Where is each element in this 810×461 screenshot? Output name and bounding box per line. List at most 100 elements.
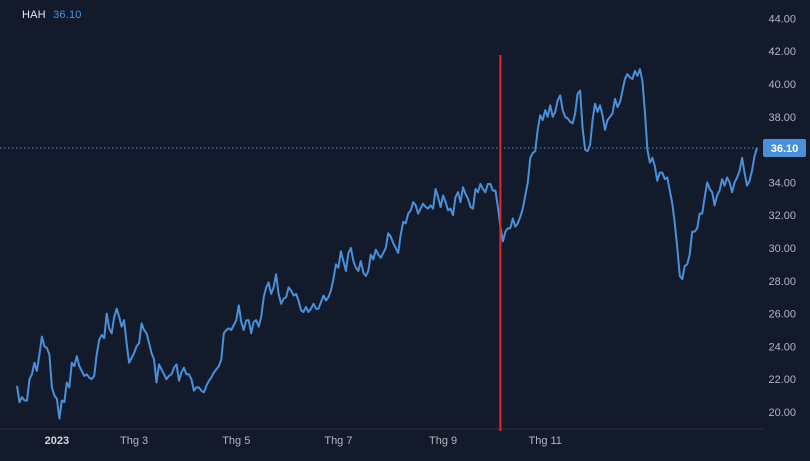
data-point xyxy=(330,290,332,292)
data-point xyxy=(208,380,210,382)
data-point xyxy=(325,300,327,302)
last-value-label: 36.10 xyxy=(53,9,82,21)
data-point xyxy=(225,329,227,331)
data-point xyxy=(659,172,661,174)
data-point xyxy=(243,329,245,331)
data-point xyxy=(472,208,474,210)
x-tick-label: Thg 11 xyxy=(528,435,561,447)
data-point xyxy=(280,303,282,305)
data-point xyxy=(198,386,200,388)
data-point xyxy=(572,122,574,124)
data-point xyxy=(709,188,711,190)
data-point xyxy=(19,401,21,403)
data-point xyxy=(422,203,424,205)
data-point xyxy=(607,119,609,121)
data-point xyxy=(176,363,178,365)
data-point xyxy=(190,378,192,380)
data-point xyxy=(589,144,591,146)
data-point xyxy=(288,286,290,288)
last-price-badge: 36.10 xyxy=(763,138,806,157)
data-point xyxy=(352,260,354,262)
data-point xyxy=(514,226,516,228)
data-point xyxy=(213,372,215,374)
data-point xyxy=(148,342,150,344)
data-point xyxy=(671,203,673,205)
data-point xyxy=(375,249,377,251)
data-point xyxy=(477,191,479,193)
data-point xyxy=(517,222,519,224)
data-point xyxy=(136,345,138,347)
data-point xyxy=(335,263,337,265)
data-point xyxy=(699,213,701,215)
data-point xyxy=(641,80,643,82)
data-point xyxy=(756,147,758,149)
data-point xyxy=(569,121,571,123)
data-point xyxy=(626,73,628,75)
data-point xyxy=(51,386,53,388)
data-point xyxy=(111,332,113,334)
data-point xyxy=(285,296,287,298)
data-point xyxy=(323,295,325,297)
data-point xyxy=(210,377,212,379)
data-point xyxy=(377,254,379,256)
data-point xyxy=(173,367,175,369)
data-point xyxy=(193,390,195,392)
data-point xyxy=(188,373,190,375)
data-point xyxy=(669,190,671,192)
data-point xyxy=(305,306,307,308)
data-point xyxy=(265,286,267,288)
data-point xyxy=(554,111,556,113)
data-point xyxy=(542,119,544,121)
data-point xyxy=(258,326,260,328)
data-point xyxy=(36,370,38,372)
data-point xyxy=(293,295,295,297)
data-point xyxy=(661,172,663,174)
data-point xyxy=(270,293,272,295)
data-point xyxy=(651,157,653,159)
data-point xyxy=(21,396,23,398)
data-point xyxy=(549,104,551,106)
data-point xyxy=(53,395,55,397)
x-tick-label: Thg 5 xyxy=(222,435,250,447)
series-line[interactable] xyxy=(16,68,758,420)
data-point xyxy=(649,162,651,164)
data-point xyxy=(644,111,646,113)
data-point xyxy=(741,157,743,159)
data-point xyxy=(76,355,78,357)
data-point xyxy=(360,260,362,262)
data-point xyxy=(559,95,561,97)
data-point xyxy=(98,339,100,341)
data-point xyxy=(215,368,217,370)
data-point xyxy=(103,337,105,339)
data-point xyxy=(417,213,419,215)
data-point xyxy=(245,319,247,321)
data-point xyxy=(240,321,242,323)
y-tick-label: 44.00 xyxy=(768,13,796,25)
data-point xyxy=(507,227,509,229)
data-point xyxy=(484,191,486,193)
data-point xyxy=(579,90,581,92)
data-point xyxy=(467,198,469,200)
symbol-header: HAH 36.10 xyxy=(22,9,82,21)
data-point xyxy=(427,208,429,210)
data-point xyxy=(734,181,736,183)
data-point xyxy=(218,365,220,367)
data-point xyxy=(432,208,434,210)
data-point xyxy=(470,206,472,208)
data-point xyxy=(275,273,277,275)
data-point xyxy=(327,296,329,298)
data-point xyxy=(646,149,648,151)
x-tick-label: Thg 9 xyxy=(429,435,457,447)
data-point xyxy=(622,90,624,92)
data-point xyxy=(146,332,148,334)
y-tick-label: 24.00 xyxy=(768,341,796,353)
data-point xyxy=(223,332,225,334)
data-point xyxy=(716,195,718,197)
data-point xyxy=(684,265,686,267)
data-point xyxy=(400,234,402,236)
data-point xyxy=(48,354,50,356)
data-point xyxy=(612,113,614,115)
data-point xyxy=(619,101,621,103)
data-point xyxy=(118,316,120,318)
